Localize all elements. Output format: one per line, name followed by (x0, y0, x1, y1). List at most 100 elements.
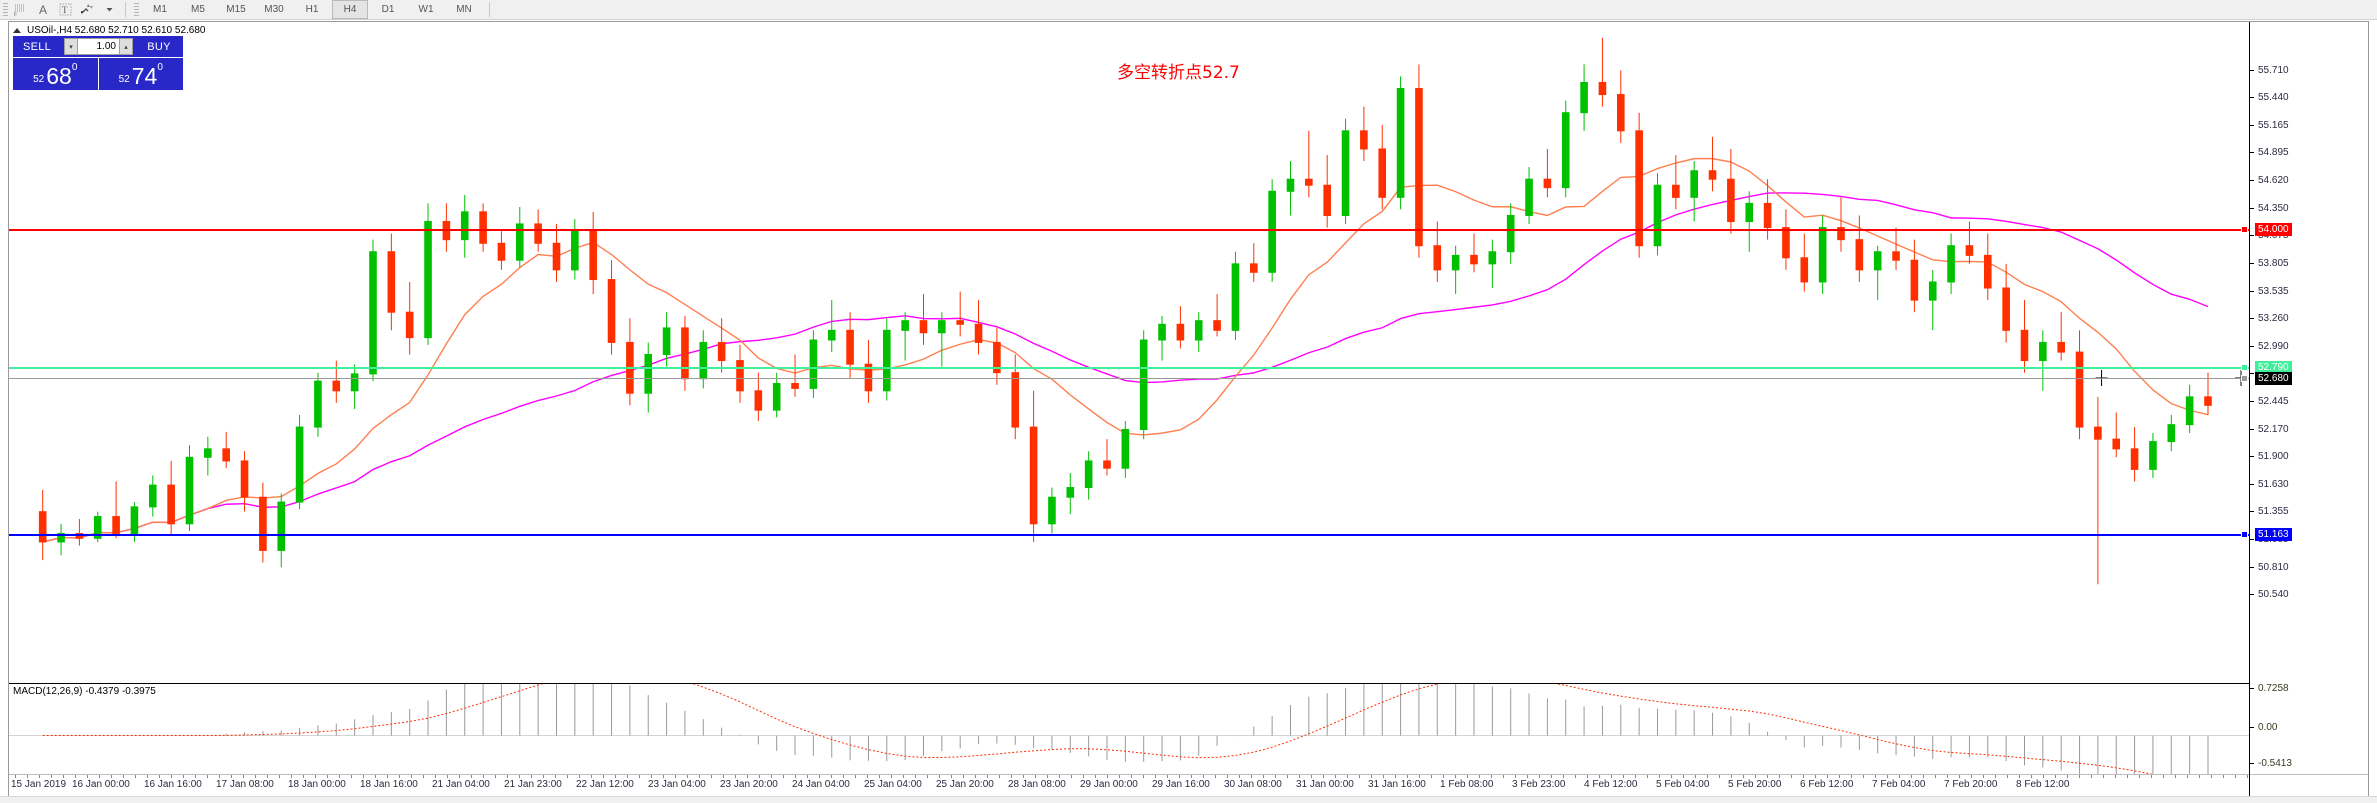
current-price-line[interactable] (9, 378, 2250, 379)
time-axis-tick (159, 775, 160, 778)
objects-icon[interactable] (76, 1, 98, 18)
time-axis-tick (1707, 775, 1708, 778)
price-badge-51-163[interactable]: 51.163 (2255, 528, 2292, 541)
tick-dash (2250, 208, 2254, 209)
timeframe-button-d1[interactable]: D1 (381, 4, 395, 15)
time-axis-tick (2055, 775, 2056, 778)
candle-body (497, 242, 506, 261)
collapse-triangle-icon[interactable] (13, 27, 21, 33)
candle-body (772, 383, 781, 411)
tick-dash (2250, 97, 2254, 98)
candle-body (1451, 254, 1460, 271)
candle-body (38, 511, 47, 543)
time-axis-tick (435, 775, 436, 778)
price-badge-52-790[interactable]: 52.790 (2255, 361, 2292, 374)
timeframe-button-w1[interactable]: W1 (418, 4, 434, 15)
chevron-down-icon[interactable] (98, 1, 120, 18)
time-axis-tick (1431, 775, 1432, 778)
candle-body (1048, 496, 1056, 525)
resistance-line-handle[interactable] (2241, 226, 2248, 233)
price-tick: 55.165 (2250, 120, 2289, 131)
timeframe-grip[interactable] (134, 2, 139, 17)
pivot-line[interactable] (9, 367, 2250, 369)
sell-button[interactable]: SELL (13, 36, 62, 57)
time-axis-tick (1503, 775, 1504, 778)
trade-controls-row: SELL ▾ 1.00 ▴ BUY (13, 36, 183, 57)
time-axis-tick (1719, 775, 1720, 778)
resistance-line[interactable] (9, 229, 2250, 231)
time-axis-tick (1227, 775, 1228, 778)
time-axis-tick (1851, 775, 1852, 778)
timeframe-button-m1[interactable]: M1 (153, 4, 167, 15)
volume-decrement-button[interactable]: ▾ (64, 38, 78, 55)
candle-body (1213, 320, 1221, 331)
price-tick-label: 55.165 (2258, 120, 2289, 131)
toolbar-grip[interactable] (3, 2, 8, 17)
time-axis-tick (519, 775, 520, 778)
text-label-icon[interactable]: T (54, 1, 76, 18)
time-axis-tick (1323, 775, 1324, 778)
candle-body (1873, 251, 1882, 271)
price-tick-label: 54.895 (2258, 147, 2289, 158)
candle-body (2185, 396, 2194, 426)
candle-body (148, 484, 157, 508)
price-scale[interactable]: 55.710 55.440 55.165 54.895 54.620 54.350 54.0… (2250, 22, 2368, 796)
candle-body (167, 484, 175, 525)
time-axis-tick (1827, 775, 1828, 778)
timeframe-button-m5[interactable]: M5 (191, 4, 205, 15)
time-axis[interactable]: 15 Jan 2019 16 Jan 00:00 16 Jan 16:00 17 Ja… (9, 774, 2368, 796)
candle-body (1708, 170, 1717, 180)
timeframe-button-m15[interactable]: M15 (226, 4, 246, 15)
time-axis-tick (1119, 775, 1120, 778)
price-tick: 53.260 (2250, 313, 2289, 324)
time-axis-label: 16 Jan 16:00 (144, 779, 202, 790)
candle-body (1818, 227, 1827, 283)
price-tick: 55.440 (2250, 92, 2289, 103)
volume-input[interactable]: 1.00 (78, 38, 119, 55)
candle-body (1635, 130, 1643, 247)
time-axis-tick (555, 775, 556, 778)
time-axis-tick (1047, 775, 1048, 778)
pivot-line-handle[interactable] (2241, 364, 2248, 371)
timeframe-button-h4[interactable]: H4 (332, 0, 368, 19)
candle-body (130, 506, 139, 534)
time-axis-tick (1911, 775, 1912, 778)
timeframe-button-mn[interactable]: MN (456, 4, 472, 15)
time-axis-tick (1839, 775, 1840, 778)
timeframe-button-m30[interactable]: M30 (264, 4, 284, 15)
time-axis-label: 18 Jan 16:00 (360, 779, 418, 790)
volume-increment-button[interactable]: ▴ (119, 38, 133, 55)
price-tick-label: 52.445 (2258, 396, 2289, 407)
macd-panel[interactable]: MACD(12,26,9) -0.4379 -0.3975 (9, 683, 2250, 777)
candle-body (1139, 339, 1148, 430)
time-axis-tick (1035, 775, 1036, 778)
time-axis-tick (459, 775, 460, 778)
bottom-scroll-strip[interactable] (0, 796, 2377, 803)
price-panel[interactable] (9, 22, 2250, 681)
price-tick: 54.620 (2250, 175, 2289, 186)
price-badge-52-680[interactable]: 52.680 (2255, 372, 2292, 385)
time-axis-tick (87, 775, 88, 778)
timeframe-button-h1[interactable]: H1 (305, 4, 319, 15)
sell-price-display[interactable]: 52 68 0 (13, 58, 98, 90)
time-axis-tick (255, 775, 256, 778)
support-line[interactable] (9, 534, 2250, 536)
buy-button[interactable]: BUY (135, 36, 183, 57)
time-axis-tick (1215, 775, 1216, 778)
time-axis-tick (1359, 775, 1360, 778)
crosshair-grid-icon[interactable]: F (10, 1, 32, 18)
moving-average-overlays (42, 157, 2209, 543)
candle-body (515, 223, 524, 261)
toolbar-divider (125, 2, 126, 17)
text-a-icon[interactable]: A (38, 2, 47, 17)
tick-dash (2250, 235, 2254, 236)
support-line-handle[interactable] (2241, 531, 2248, 538)
time-axis-tick (207, 775, 208, 778)
current-price-line-handle[interactable] (2241, 375, 2248, 382)
time-axis-tick (1059, 775, 1060, 778)
price-badge-54-000[interactable]: 54.000 (2255, 223, 2292, 236)
time-axis-tick (1107, 775, 1108, 778)
buy-price-display[interactable]: 52 74 0 (98, 58, 183, 90)
time-axis-label: 15 Jan 2019 (11, 779, 67, 790)
time-axis-tick (1287, 775, 1288, 778)
